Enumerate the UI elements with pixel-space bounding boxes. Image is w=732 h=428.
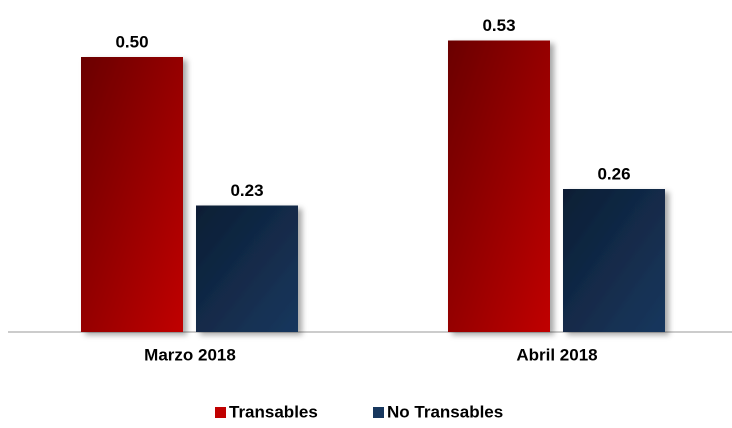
- x-tick-label: Abril 2018: [516, 345, 597, 364]
- bar: [196, 205, 298, 332]
- data-label: 0.23: [230, 181, 263, 200]
- legend-swatch: [373, 407, 384, 418]
- legend-label: No Transables: [387, 402, 503, 421]
- data-label: 0.50: [115, 32, 148, 51]
- x-tick-label: Marzo 2018: [144, 345, 236, 364]
- data-label: 0.53: [482, 16, 515, 35]
- bar: [81, 57, 183, 332]
- bar: [448, 40, 550, 332]
- bar: [563, 189, 665, 332]
- legend-label: Transables: [229, 402, 318, 421]
- data-label: 0.26: [597, 164, 630, 183]
- legend-swatch: [215, 407, 226, 418]
